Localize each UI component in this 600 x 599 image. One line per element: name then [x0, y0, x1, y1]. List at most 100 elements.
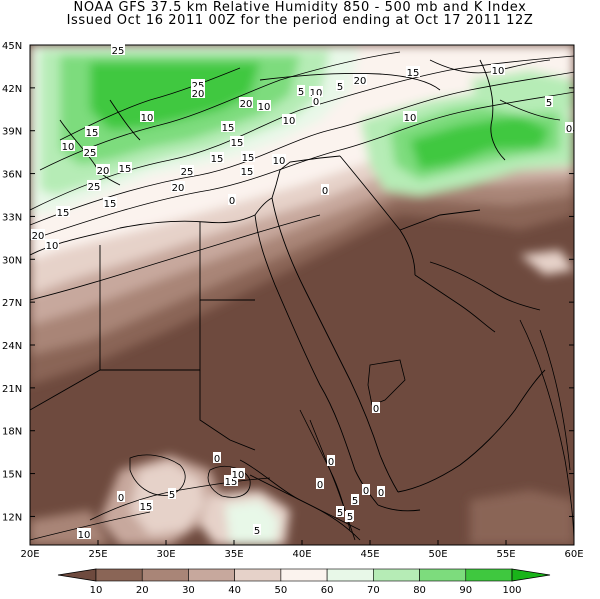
lat-label: 18N — [2, 427, 22, 438]
contour-label-bg — [180, 165, 194, 176]
contour-label-bg — [210, 152, 224, 163]
lat-label: 36N — [2, 170, 22, 181]
contour-label-bg — [140, 111, 154, 122]
contour-label-bg — [309, 86, 323, 97]
contour-label-bg — [45, 239, 59, 250]
colorbar-label: 40 — [228, 585, 241, 596]
colorbar-segment — [326, 568, 374, 582]
contour-label: 10 — [232, 470, 245, 481]
colorbar-label: 60 — [321, 585, 334, 596]
contour-label: 0 — [373, 404, 379, 415]
contour-label: 20 — [192, 89, 205, 100]
lat-label: 33N — [2, 212, 22, 223]
contour-label-bg — [282, 114, 296, 125]
contour-label: 5 — [337, 508, 343, 519]
contour-label: 0 — [118, 493, 124, 504]
contour-label-bg — [228, 194, 236, 205]
colorbar-segment — [188, 568, 235, 582]
colorbar: 10 20 30 40 50 60 70 80 90 100 — [57, 568, 551, 596]
colorbar-label: 20 — [136, 585, 149, 596]
contour-label-bg — [87, 180, 101, 191]
lon-label: 35E — [224, 549, 243, 560]
contour-label: 0 — [378, 488, 384, 499]
lon-label: 30E — [156, 549, 175, 560]
contour-label: 0 — [214, 454, 220, 465]
contour-label-bg — [77, 528, 91, 539]
contour-label: 15 — [104, 199, 117, 210]
contour-label-bg — [565, 122, 573, 133]
lat-label: 45N — [2, 41, 22, 52]
colorbar-label: 50 — [275, 585, 288, 596]
contour-label-bg — [111, 44, 125, 55]
contour-label-bg — [103, 197, 117, 208]
contour-label-bg — [312, 95, 320, 106]
contour-label: 20 — [97, 166, 110, 177]
contour-label: 10 — [46, 241, 59, 252]
contour-label: 10 — [310, 88, 323, 99]
lon-label: 25E — [88, 549, 107, 560]
humidity-field — [30, 45, 574, 545]
contour-label-bg — [316, 478, 324, 489]
lon-label: 50E — [428, 549, 447, 560]
contour-label: 0 — [313, 97, 319, 108]
contour-label-bg — [362, 484, 370, 495]
contour-label: 10 — [492, 66, 505, 77]
contour-label: 5 — [169, 490, 175, 501]
contour-label-bg — [241, 151, 255, 162]
contour-label: 15 — [86, 128, 99, 139]
contour-label-bg — [96, 164, 110, 175]
contour-label: 0 — [566, 124, 572, 135]
lon-label: 20E — [20, 549, 39, 560]
contour-label-bg — [231, 468, 245, 479]
lon-label: 60E — [564, 549, 583, 560]
contour-label-bg — [491, 64, 505, 75]
contour-label: 15 — [222, 123, 235, 134]
lat-label: 24N — [2, 341, 22, 352]
contour-label: 0 — [229, 196, 235, 207]
contour-label-bg — [213, 452, 221, 463]
contour-label-bg — [545, 96, 553, 107]
contour-label-bg — [336, 80, 344, 91]
contour-label-bg — [257, 100, 271, 111]
map-title: NOAA GFS 37.5 km Relative Humidity 850 -… — [73, 0, 527, 15]
contour-label: 15 — [241, 167, 254, 178]
contour-label: 10 — [404, 113, 417, 124]
contour-label-bg — [230, 136, 244, 147]
contour-label: 15 — [231, 138, 244, 149]
contour-label: 10 — [62, 142, 75, 153]
contour-label-bg — [191, 87, 205, 98]
contour-label-bg — [168, 488, 176, 499]
contour-label: 15 — [225, 477, 238, 488]
contour-label-bg — [253, 524, 261, 535]
contour-label-bg — [346, 510, 354, 521]
contour-label: 25 — [88, 182, 101, 193]
contour-label-bg — [224, 475, 238, 486]
colorbar-segment — [95, 568, 143, 582]
lat-label: 30N — [2, 255, 22, 266]
colorbar-segment — [280, 568, 328, 582]
contour-label: 5 — [546, 98, 552, 109]
contour-label: 5 — [347, 512, 353, 523]
lat-label: 15N — [2, 470, 22, 481]
contour-label-bg — [351, 494, 359, 505]
colorbar-segment — [234, 568, 282, 582]
colorbar-segment — [465, 568, 513, 582]
contour-label-bg — [353, 74, 367, 85]
colorbar-label: 30 — [182, 585, 195, 596]
contour-label: 5 — [298, 87, 304, 98]
contour-label: 20 — [32, 231, 45, 242]
contour-label-bg — [191, 79, 205, 90]
colorbar-label: 90 — [459, 585, 472, 596]
contour-label-bg — [139, 500, 153, 511]
contour-label: 15 — [407, 68, 420, 79]
colorbar-label: 100 — [502, 585, 521, 596]
contour-label-bg — [171, 181, 185, 192]
lon-label: 55E — [496, 549, 515, 560]
lat-label: 12N — [2, 512, 22, 523]
contour-label: 25 — [112, 46, 125, 57]
contour-label: 25 — [84, 148, 97, 159]
colorbar-segment — [373, 568, 420, 582]
contour-label: 10 — [273, 156, 286, 167]
